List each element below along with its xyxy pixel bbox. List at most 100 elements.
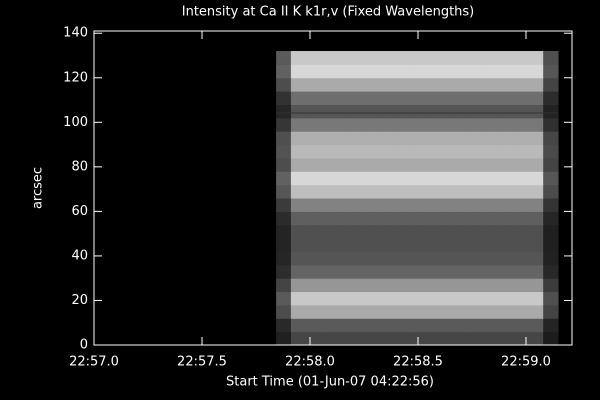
- heatmap-cell: [276, 91, 292, 105]
- heatmap-cell: [305, 331, 322, 346]
- heatmap-cell: [409, 51, 425, 65]
- heatmap-cell: [454, 184, 470, 199]
- heatmap-cell: [276, 104, 292, 119]
- heatmap-cell: [483, 157, 500, 172]
- heatmap-cell: [379, 224, 396, 239]
- heatmap-cell: [276, 64, 292, 79]
- heatmap-cell: [498, 144, 515, 159]
- heatmap-cell: [379, 117, 396, 132]
- heatmap-cell: [513, 238, 529, 252]
- heatmap-cell: [468, 144, 485, 159]
- heatmap-cell: [335, 77, 351, 92]
- heatmap-cell: [394, 331, 411, 346]
- heatmap-cell: [379, 198, 396, 212]
- heatmap-cell: [424, 278, 440, 293]
- heatmap-cell: [543, 144, 559, 159]
- heatmap-cell: [528, 91, 544, 105]
- heatmap-cell: [439, 291, 455, 306]
- heatmap-cell: [528, 51, 544, 65]
- heatmap-cell: [513, 331, 529, 346]
- heatmap-cell: [290, 104, 307, 119]
- heatmap-cell: [335, 51, 351, 65]
- heatmap-cell: [528, 104, 544, 119]
- heatmap-cell: [290, 77, 307, 92]
- heatmap-cell: [528, 131, 544, 146]
- heatmap-cell: [468, 91, 485, 105]
- heatmap-cell: [424, 171, 440, 186]
- heatmap-cell: [424, 238, 440, 252]
- heatmap-cell: [454, 51, 470, 65]
- heatmap-cell: [335, 304, 351, 319]
- heatmap-cell: [290, 238, 307, 252]
- x-tick-label: 22:58.0: [285, 355, 335, 370]
- heatmap-cell: [543, 64, 559, 79]
- heatmap-cell: [439, 184, 455, 199]
- heatmap-cell: [335, 224, 351, 239]
- plot-frame: [93, 30, 573, 346]
- heatmap-cell: [454, 91, 470, 105]
- heatmap-cell: [454, 131, 470, 146]
- heatmap-cell: [454, 117, 470, 132]
- heatmap-cell: [498, 318, 515, 333]
- heatmap-cell: [379, 171, 396, 186]
- heatmap-cell: [468, 184, 485, 199]
- heatmap-cell: [394, 291, 411, 306]
- heatmap-cell: [290, 91, 307, 105]
- heatmap-cell: [409, 331, 425, 346]
- heatmap-cell: [290, 157, 307, 172]
- heatmap-cell: [498, 304, 515, 319]
- heatmap-cell: [379, 184, 396, 199]
- heatmap-cell: [498, 104, 515, 119]
- heatmap-cell: [320, 224, 336, 239]
- heatmap-cell: [394, 171, 411, 186]
- heatmap-cell: [276, 171, 292, 186]
- heatmap-cell: [305, 144, 322, 159]
- heatmap-cell: [483, 77, 500, 92]
- heatmap-cell: [276, 331, 292, 346]
- heatmap-cell: [409, 171, 425, 186]
- heatmap-cell: [409, 64, 425, 79]
- heatmap-cell: [365, 131, 381, 146]
- x-tick-label: 22:57.5: [177, 355, 227, 370]
- heatmap-cell: [498, 51, 515, 65]
- heatmap-cell: [335, 184, 351, 199]
- heatmap-cell: [468, 224, 485, 239]
- heatmap-cell: [483, 144, 500, 159]
- heatmap-cell: [439, 198, 455, 212]
- heatmap-cell: [276, 238, 292, 252]
- heatmap-cell: [365, 171, 381, 186]
- heatmap-cell: [394, 224, 411, 239]
- heatmap-cell: [320, 144, 336, 159]
- heatmap-cell: [468, 238, 485, 252]
- heatmap-cell: [365, 251, 381, 266]
- heatmap-cell: [468, 304, 485, 319]
- heatmap-cell: [290, 51, 307, 65]
- heatmap-cell: [335, 157, 351, 172]
- heatmap-cell: [276, 144, 292, 159]
- heatmap-cell: [305, 264, 322, 279]
- heatmap-cell: [543, 224, 559, 239]
- heatmap-cell: [528, 117, 544, 132]
- heatmap-cell: [305, 157, 322, 172]
- heatmap-cell: [305, 77, 322, 92]
- heatmap-cell: [290, 198, 307, 212]
- heatmap-cell: [424, 211, 440, 226]
- heatmap-cell: [276, 318, 292, 333]
- heatmap-cell: [498, 224, 515, 239]
- heatmap-cell: [528, 171, 544, 186]
- heatmap-cell: [350, 91, 366, 105]
- heatmap-cell: [350, 77, 366, 92]
- heatmap-cell: [528, 184, 544, 199]
- heatmap-cell: [365, 238, 381, 252]
- heatmap-cell: [409, 238, 425, 252]
- heatmap-cell: [543, 331, 559, 346]
- heatmap-cell: [409, 251, 425, 266]
- heatmap-cell: [365, 51, 381, 65]
- heatmap-cell: [394, 184, 411, 199]
- heatmap-cell: [365, 331, 381, 346]
- heatmap-cell: [365, 144, 381, 159]
- heatmap-cell: [350, 51, 366, 65]
- heatmap-cell: [365, 104, 381, 119]
- heatmap-cell: [409, 304, 425, 319]
- heatmap-cell: [483, 224, 500, 239]
